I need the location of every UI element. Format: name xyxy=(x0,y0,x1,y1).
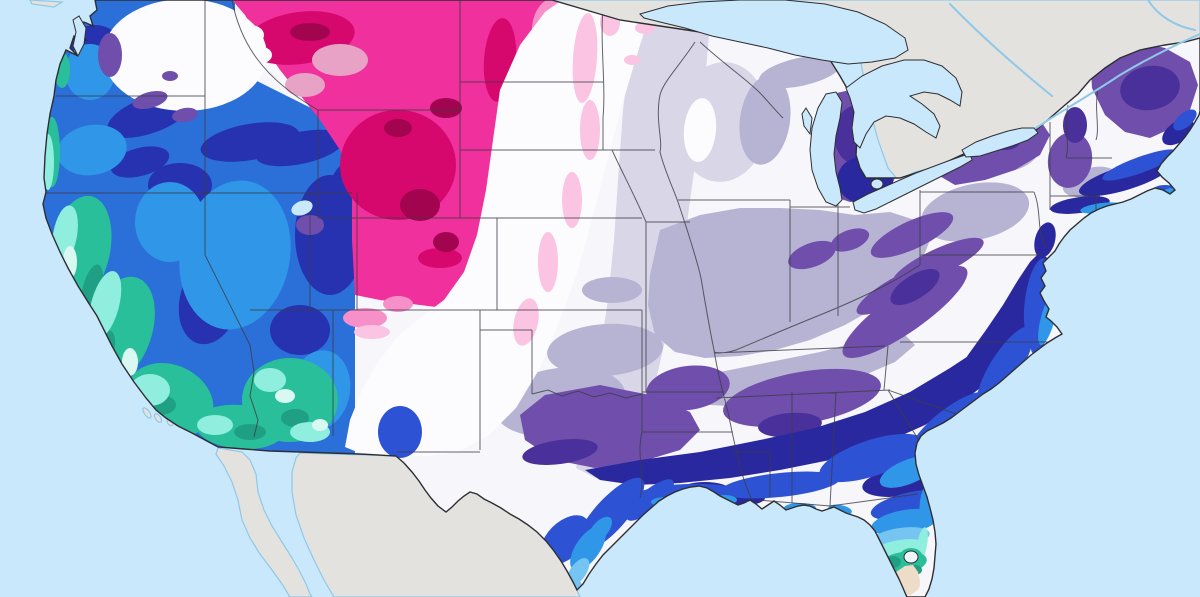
new-mexico-pink-light xyxy=(354,325,390,339)
coastal-spit-island xyxy=(29,0,64,8)
lake-superior xyxy=(639,0,909,65)
blob xyxy=(110,146,170,178)
blob xyxy=(162,71,178,81)
blob xyxy=(179,180,291,330)
blob xyxy=(430,98,462,118)
blob xyxy=(739,75,791,165)
blob xyxy=(132,90,168,110)
blob xyxy=(345,0,655,456)
blob xyxy=(275,389,295,403)
lake-michigan xyxy=(809,91,843,207)
blob xyxy=(236,25,264,45)
blob xyxy=(890,269,940,305)
blob xyxy=(400,189,440,221)
blob xyxy=(285,73,325,97)
blob xyxy=(646,365,730,411)
new-mexico-pink-spots xyxy=(343,296,413,328)
blob xyxy=(383,296,413,312)
southeast-navy-band xyxy=(585,330,1022,485)
blob xyxy=(624,55,640,65)
blob xyxy=(547,323,663,377)
blob xyxy=(384,119,412,137)
green-bay xyxy=(801,107,813,136)
blob xyxy=(255,129,345,167)
lake-erie xyxy=(852,153,973,214)
blob xyxy=(842,265,968,359)
blob xyxy=(1047,132,1093,188)
blob xyxy=(1102,149,1178,181)
blob xyxy=(172,107,198,123)
blob xyxy=(580,100,600,160)
blob xyxy=(98,33,122,77)
blob xyxy=(538,232,558,292)
blob xyxy=(290,23,330,41)
baja-california xyxy=(215,447,313,597)
blob xyxy=(870,212,954,258)
blob xyxy=(819,433,925,483)
blob xyxy=(582,277,642,303)
blob xyxy=(57,124,127,176)
blob xyxy=(1034,222,1056,258)
channel-island-2 xyxy=(153,413,163,423)
great-salt-lake xyxy=(291,200,313,216)
blob xyxy=(588,516,612,544)
state-borders xyxy=(44,0,1112,507)
blob xyxy=(572,13,598,103)
blob xyxy=(270,305,330,355)
blob xyxy=(312,419,328,431)
blob xyxy=(343,308,387,328)
blob xyxy=(683,98,717,162)
blob xyxy=(720,471,840,499)
blob xyxy=(788,240,836,270)
white-diagonal-band xyxy=(345,0,655,456)
blob xyxy=(252,47,272,63)
lake-huron xyxy=(845,59,963,149)
blob xyxy=(135,182,205,262)
blob xyxy=(418,248,462,268)
blob xyxy=(197,415,233,435)
blob xyxy=(103,0,267,111)
lake-okeechobee xyxy=(903,550,919,564)
blob xyxy=(281,409,309,427)
blob xyxy=(1120,65,1180,111)
blob xyxy=(234,424,266,440)
blob xyxy=(1173,109,1197,131)
blob xyxy=(1063,107,1087,143)
blob xyxy=(522,438,598,466)
blob xyxy=(378,406,422,458)
east-coast-navy xyxy=(952,252,1052,390)
blob xyxy=(254,368,286,392)
blob xyxy=(230,67,254,85)
puget-sound xyxy=(72,15,87,58)
lake-ontario xyxy=(961,127,1039,158)
blob xyxy=(562,172,582,228)
blob xyxy=(723,368,881,428)
blob xyxy=(900,575,920,593)
blob xyxy=(626,479,674,521)
blob xyxy=(354,325,390,339)
blob xyxy=(433,232,459,252)
blob xyxy=(566,558,590,586)
blob xyxy=(830,228,870,252)
blob xyxy=(312,44,368,76)
canadian-rivers xyxy=(949,0,1200,129)
channel-island xyxy=(142,407,152,419)
crimson-dark-cores xyxy=(290,23,462,252)
lakes xyxy=(72,0,1039,564)
lake-st-clair xyxy=(870,178,884,190)
